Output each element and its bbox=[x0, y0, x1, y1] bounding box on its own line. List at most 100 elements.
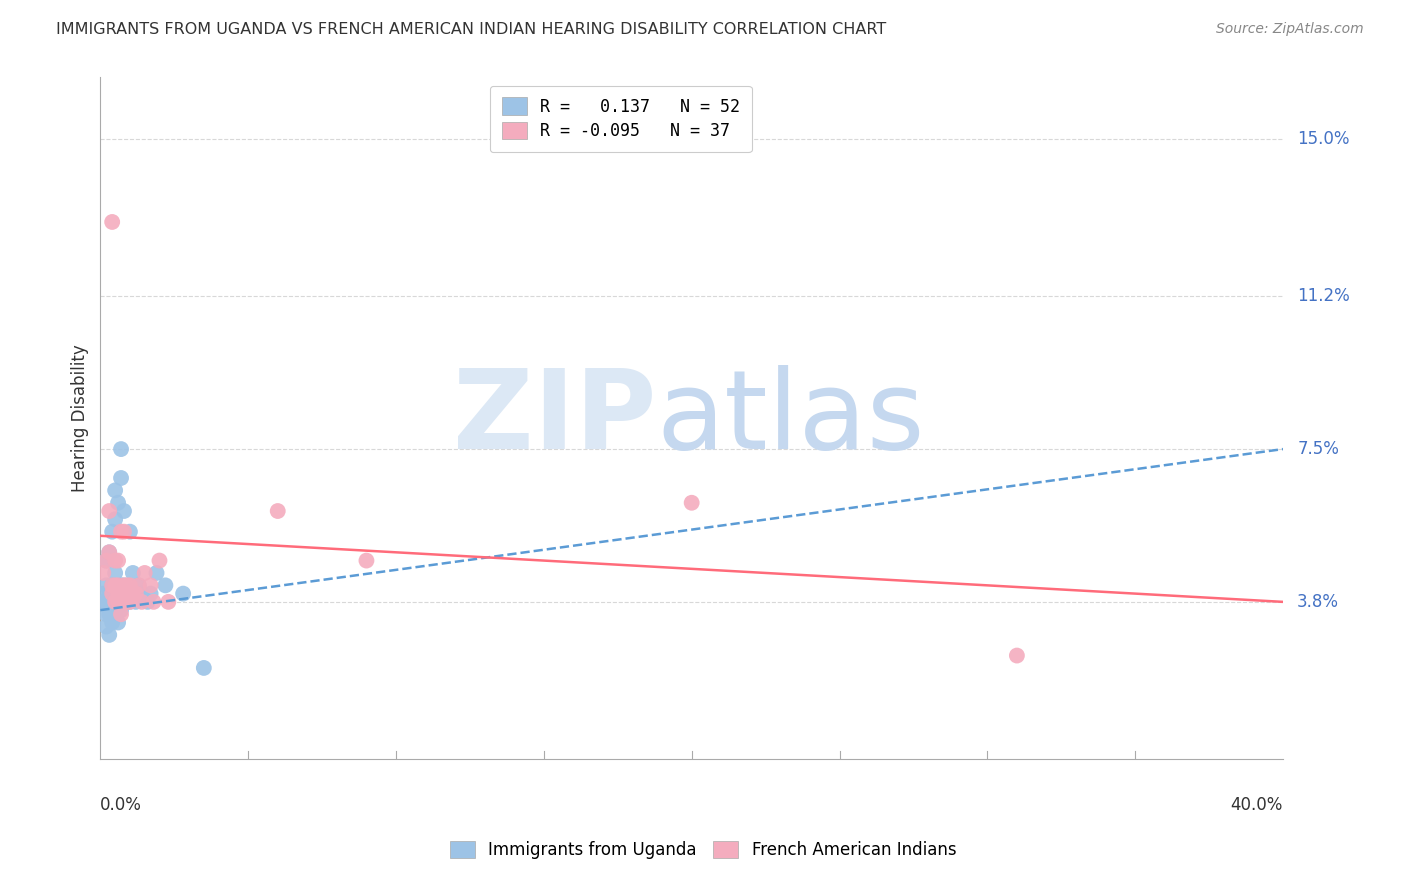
Point bbox=[115, 595, 138, 609]
Text: 15.0%: 15.0% bbox=[1298, 130, 1350, 148]
Point bbox=[96, 607, 118, 622]
Text: 7.5%: 7.5% bbox=[1298, 440, 1339, 458]
Point bbox=[131, 595, 153, 609]
Point bbox=[136, 595, 159, 609]
Point bbox=[110, 471, 132, 485]
Text: ZIP: ZIP bbox=[453, 365, 657, 472]
Point bbox=[98, 545, 121, 559]
Text: 11.2%: 11.2% bbox=[1298, 287, 1350, 305]
Point bbox=[122, 566, 145, 580]
Point bbox=[118, 595, 141, 609]
Text: Source: ZipAtlas.com: Source: ZipAtlas.com bbox=[1216, 22, 1364, 37]
Point bbox=[134, 566, 156, 580]
Point bbox=[91, 586, 114, 600]
Point bbox=[139, 578, 162, 592]
Point bbox=[98, 607, 121, 622]
Point bbox=[96, 620, 118, 634]
Point bbox=[148, 553, 170, 567]
Point bbox=[145, 566, 167, 580]
Point bbox=[122, 586, 145, 600]
Point bbox=[155, 578, 177, 592]
Point bbox=[91, 595, 114, 609]
Point bbox=[118, 586, 141, 600]
Text: 0.0%: 0.0% bbox=[100, 797, 142, 814]
Point bbox=[96, 553, 118, 567]
Point bbox=[122, 586, 145, 600]
Point bbox=[107, 586, 129, 600]
Point bbox=[104, 578, 127, 592]
Point bbox=[125, 595, 148, 609]
Point bbox=[131, 586, 153, 600]
Point bbox=[128, 578, 150, 592]
Point bbox=[98, 628, 121, 642]
Point bbox=[110, 607, 132, 622]
Point bbox=[267, 504, 290, 518]
Text: atlas: atlas bbox=[657, 365, 925, 472]
Point bbox=[115, 595, 138, 609]
Point bbox=[112, 595, 135, 609]
Point bbox=[110, 603, 132, 617]
Point bbox=[118, 578, 141, 592]
Point bbox=[101, 615, 124, 630]
Point bbox=[115, 586, 138, 600]
Point bbox=[104, 483, 127, 498]
Point bbox=[101, 578, 124, 592]
Point bbox=[193, 661, 215, 675]
Point bbox=[142, 595, 165, 609]
Text: 40.0%: 40.0% bbox=[1230, 797, 1284, 814]
Point bbox=[112, 578, 135, 592]
Point bbox=[104, 586, 127, 600]
Point bbox=[107, 615, 129, 630]
Point bbox=[115, 578, 138, 592]
Point bbox=[125, 586, 148, 600]
Point bbox=[91, 566, 114, 580]
Point bbox=[128, 578, 150, 592]
Legend: Immigrants from Uganda, French American Indians: Immigrants from Uganda, French American … bbox=[443, 834, 963, 866]
Point bbox=[110, 578, 132, 592]
Point bbox=[104, 607, 127, 622]
Point bbox=[96, 595, 118, 609]
Point bbox=[96, 578, 118, 592]
Point bbox=[107, 586, 129, 600]
Point bbox=[110, 442, 132, 456]
Point bbox=[98, 504, 121, 518]
Point bbox=[110, 586, 132, 600]
Point bbox=[96, 553, 118, 567]
Legend: R =   0.137   N = 52, R = -0.095   N = 37: R = 0.137 N = 52, R = -0.095 N = 37 bbox=[489, 86, 752, 153]
Point bbox=[101, 524, 124, 539]
Point bbox=[101, 603, 124, 617]
Point bbox=[172, 586, 194, 600]
Point bbox=[681, 496, 703, 510]
Point bbox=[1005, 648, 1028, 663]
Point bbox=[98, 545, 121, 559]
Point bbox=[157, 595, 180, 609]
Point bbox=[118, 524, 141, 539]
Point bbox=[104, 566, 127, 580]
Point bbox=[110, 524, 132, 539]
Point bbox=[112, 595, 135, 609]
Point bbox=[101, 595, 124, 609]
Point bbox=[356, 553, 378, 567]
Point bbox=[125, 586, 148, 600]
Point bbox=[104, 512, 127, 526]
Point bbox=[107, 595, 129, 609]
Point bbox=[107, 553, 129, 567]
Point bbox=[107, 599, 129, 613]
Point bbox=[112, 578, 135, 592]
Point bbox=[139, 586, 162, 600]
Point bbox=[112, 524, 135, 539]
Point bbox=[110, 595, 132, 609]
Point bbox=[104, 553, 127, 567]
Point bbox=[107, 496, 129, 510]
Point bbox=[115, 586, 138, 600]
Point bbox=[101, 578, 124, 592]
Point bbox=[107, 578, 129, 592]
Point bbox=[104, 595, 127, 609]
Y-axis label: Hearing Disability: Hearing Disability bbox=[72, 344, 89, 492]
Text: 3.8%: 3.8% bbox=[1298, 593, 1339, 611]
Text: IMMIGRANTS FROM UGANDA VS FRENCH AMERICAN INDIAN HEARING DISABILITY CORRELATION : IMMIGRANTS FROM UGANDA VS FRENCH AMERICA… bbox=[56, 22, 887, 37]
Point bbox=[101, 586, 124, 600]
Point bbox=[98, 586, 121, 600]
Point bbox=[112, 504, 135, 518]
Point bbox=[118, 595, 141, 609]
